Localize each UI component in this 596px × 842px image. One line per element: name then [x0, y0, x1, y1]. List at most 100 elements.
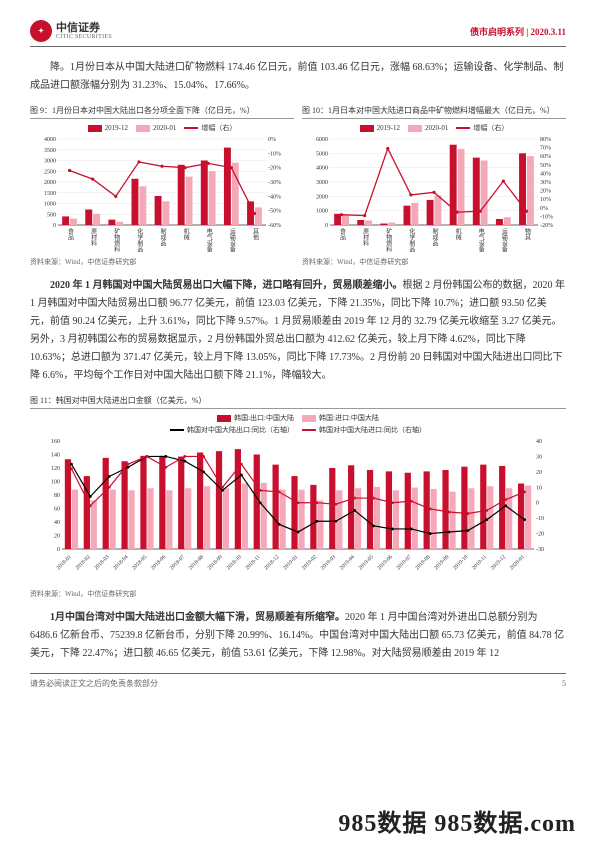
- chart-pair-9-10: 图 9：1月份日本对中国大陆出口各分项全面下降（亿日元，%） 2019-12 2…: [30, 105, 566, 267]
- svg-text:-10%: -10%: [268, 151, 281, 157]
- logo-cn: 中信证券: [56, 23, 112, 34]
- chart-9-source: 资料来源：Wind，中信证券研究部: [30, 257, 294, 267]
- legend-11-exp-yoy: 韩国对中国大陆出口:同比（右轴）: [187, 425, 294, 435]
- svg-text:120: 120: [51, 466, 60, 472]
- svg-text:70%: 70%: [540, 146, 551, 152]
- svg-text:0%: 0%: [540, 206, 548, 212]
- svg-text:100: 100: [51, 480, 60, 486]
- chart-10-legend: 2019-12 2020-01 增幅（右）: [302, 123, 566, 133]
- svg-text:4000: 4000: [316, 166, 328, 172]
- chart-11-legend: 韩国:出口:中国大陆 韩国:进口:中国大陆: [30, 413, 566, 423]
- svg-text:0: 0: [325, 223, 328, 229]
- header-date: 2020.3.11: [530, 27, 566, 37]
- svg-text:2000: 2000: [44, 180, 56, 186]
- svg-text:40: 40: [536, 439, 542, 445]
- chart-10-svg: 0100020003000400050006000-20%-10%0%10%20…: [302, 135, 566, 255]
- svg-text:30: 30: [536, 454, 542, 460]
- chart-11-legend2: 韩国对中国大陆出口:同比（右轴） 韩国对中国大陆进口:同比（右轴）: [30, 425, 566, 435]
- svg-text:2019-07: 2019-07: [395, 554, 412, 571]
- svg-text:60: 60: [54, 507, 60, 513]
- page-header: ✦ 中信证券 CITIC SECURITIES 债市启明系列 | 2020.3.…: [30, 20, 566, 47]
- svg-text:2018-11: 2018-11: [245, 554, 262, 571]
- svg-text:2018-02: 2018-02: [75, 554, 92, 571]
- svg-text:其他: 其他: [251, 227, 258, 241]
- svg-text:-30: -30: [536, 547, 544, 553]
- svg-text:30%: 30%: [540, 180, 551, 186]
- svg-text:2018-09: 2018-09: [207, 554, 224, 571]
- svg-text:化学制品: 化学制品: [408, 227, 415, 253]
- svg-text:2500: 2500: [44, 169, 56, 175]
- header-right: 债市启明系列 | 2020.3.11: [470, 25, 566, 38]
- svg-text:2020-01: 2020-01: [509, 554, 526, 571]
- svg-text:运输设备: 运输设备: [500, 227, 507, 253]
- svg-text:20%: 20%: [540, 189, 551, 195]
- page-footer: 请务必阅读正文之后的免责条款部分 5: [30, 673, 566, 689]
- svg-text:2019-08: 2019-08: [414, 554, 431, 571]
- svg-text:160: 160: [51, 439, 60, 445]
- chart-9-title: 图 9：1月份日本对中国大陆出口各分项全面下降（亿日元，%）: [30, 105, 294, 119]
- svg-text:10: 10: [536, 485, 542, 491]
- chart-9-legend: 2019-12 2020-01 增幅（右）: [30, 123, 294, 133]
- svg-text:3000: 3000: [44, 159, 56, 165]
- svg-text:0: 0: [536, 501, 539, 507]
- watermark: 985数据 985数据.com: [338, 803, 576, 838]
- svg-text:电气设备: 电气设备: [477, 227, 484, 253]
- svg-text:2019-10: 2019-10: [452, 554, 469, 571]
- chart-9-svg: 050010001500200025003000350040000%-10%-2…: [30, 135, 294, 255]
- svg-text:原材料: 原材料: [90, 228, 97, 247]
- svg-text:矿物燃料: 矿物燃料: [385, 227, 392, 253]
- svg-text:运输设备: 运输设备: [228, 227, 235, 253]
- svg-text:-50%: -50%: [268, 209, 281, 215]
- svg-text:2019-01: 2019-01: [282, 554, 299, 571]
- svg-text:2018-12: 2018-12: [263, 554, 280, 571]
- legend-11-imp: 韩国:进口:中国大陆: [319, 413, 379, 423]
- legend-10-s1: 2019-12: [377, 124, 400, 132]
- svg-text:0: 0: [53, 223, 56, 229]
- chart-10: 图 10：1月日本对中国大陆进口商品中矿物燃料增幅最大（亿日元，%） 2019-…: [302, 105, 566, 267]
- svg-text:2018-01: 2018-01: [56, 554, 73, 571]
- svg-text:140: 140: [51, 453, 60, 459]
- para3-bold: 1月中国台湾对中国大陆进出口金额大幅下滑，贸易顺差有所缩窄。: [50, 612, 345, 623]
- intro-paragraph: 降。1月份日本从中国大陆进口矿物燃料 174.46 亿日元，前值 103.46 …: [30, 59, 566, 95]
- logo-mark: ✦: [30, 20, 52, 42]
- chart-10-source: 资料来源：Wind，中信证券研究部: [302, 257, 566, 267]
- svg-text:5000: 5000: [316, 151, 328, 157]
- svg-text:-10%: -10%: [540, 214, 553, 220]
- chart-9: 图 9：1月份日本对中国大陆出口各分项全面下降（亿日元，%） 2019-12 2…: [30, 105, 294, 267]
- svg-text:50%: 50%: [540, 163, 551, 169]
- svg-text:-20%: -20%: [268, 166, 281, 172]
- footer-left: 请务必阅读正文之后的免责条款部分: [30, 678, 158, 689]
- svg-text:60%: 60%: [540, 154, 551, 160]
- chart-11: 图 11：韩国对中国大陆进出口金额（亿美元，%） 韩国:出口:中国大陆 韩国:进…: [30, 395, 566, 599]
- svg-text:-20: -20: [536, 532, 544, 538]
- svg-text:2019-12: 2019-12: [490, 554, 507, 571]
- svg-text:-10: -10: [536, 516, 544, 522]
- chart-10-title: 图 10：1月日本对中国大陆进口商品中矿物燃料增幅最大（亿日元，%）: [302, 105, 566, 119]
- svg-text:6000: 6000: [316, 137, 328, 143]
- svg-text:40%: 40%: [540, 171, 551, 177]
- chart-11-title: 图 11：韩国对中国大陆进出口金额（亿美元，%）: [30, 395, 566, 409]
- svg-text:80%: 80%: [540, 137, 551, 143]
- svg-text:2018-08: 2018-08: [188, 554, 205, 571]
- series-name: 债市启明系列: [470, 27, 524, 37]
- paragraph-2: 2020 年 1 月韩国对中国大陆贸易出口大幅下降，进口略有回升，贸易顺差缩小。…: [30, 277, 566, 385]
- svg-text:2019-11: 2019-11: [471, 554, 488, 571]
- svg-text:2018-03: 2018-03: [93, 554, 110, 571]
- svg-text:2018-06: 2018-06: [150, 554, 167, 571]
- legend-10-s2: 2020-01: [425, 124, 448, 132]
- svg-text:80: 80: [54, 493, 60, 499]
- svg-text:2018-05: 2018-05: [131, 554, 148, 571]
- svg-text:2018-10: 2018-10: [226, 554, 243, 571]
- footer-page: 5: [562, 679, 566, 688]
- svg-text:机械: 机械: [182, 227, 189, 241]
- legend-9-s3: 增幅（右）: [201, 123, 236, 133]
- svg-text:1000: 1000: [316, 209, 328, 215]
- svg-text:40: 40: [54, 520, 60, 526]
- svg-text:20: 20: [536, 470, 542, 476]
- svg-text:2018-04: 2018-04: [112, 554, 129, 571]
- svg-text:制成品: 制成品: [159, 227, 166, 247]
- svg-text:机械: 机械: [454, 227, 461, 241]
- para2-bold: 2020 年 1 月韩国对中国大陆贸易出口大幅下降，进口略有回升，贸易顺差缩小。: [50, 280, 403, 291]
- svg-text:-20%: -20%: [540, 223, 553, 229]
- svg-text:-60%: -60%: [268, 223, 281, 229]
